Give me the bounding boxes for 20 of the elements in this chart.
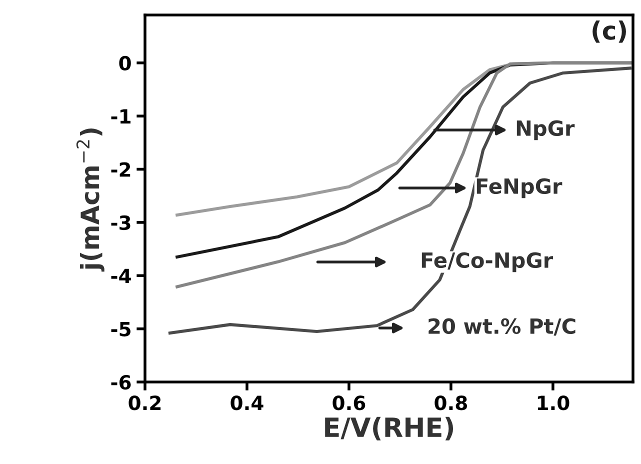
y-tick-label: -2 [111,162,130,177]
x-tick-label: 0.2 [128,396,161,410]
y-tick-label: -1 [111,109,130,124]
x-tick-label: 0.4 [230,396,264,410]
y-axis-title: j(mAcm$^{−2}$) [76,128,104,272]
y-tick-label: -6 [111,374,131,390]
y-tick-label: -4 [111,268,131,284]
annotation: Fe/Co-NpGr [422,252,554,272]
x-tick-label: 1.0 [538,396,570,410]
annotation: 20 wt.% Pt/C [428,318,576,336]
annotation: FeNpGr [476,178,562,198]
annotation: NpGr [516,120,575,140]
y-tick-label: 0 [119,56,131,71]
x-axis-title: E/V(RHE) [325,416,454,440]
y-tick-label: -5 [111,322,130,336]
y-tick-label: -3 [111,215,130,230]
line-series [168,66,632,335]
annotation: (c) [592,20,626,43]
x-tick-label: 0.6 [332,396,366,410]
x-tick-label: 0.8 [434,396,467,410]
